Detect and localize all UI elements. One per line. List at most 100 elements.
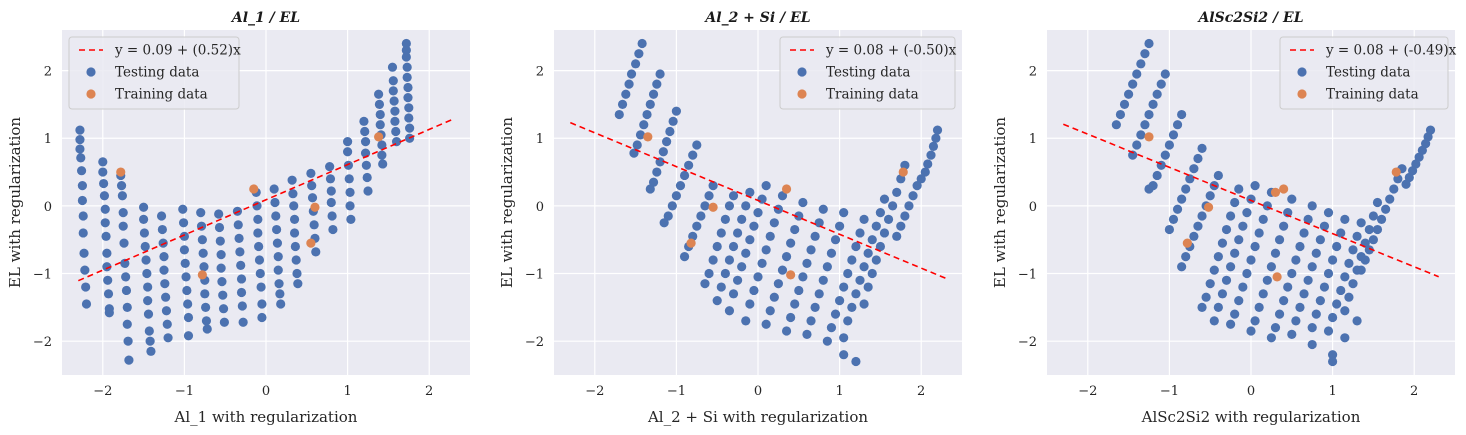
y-tick-label: 0 — [1029, 200, 1037, 215]
testing-point — [118, 208, 128, 218]
legend-series-label: Testing data — [115, 65, 199, 81]
testing-point — [255, 268, 265, 279]
testing-point — [272, 238, 283, 248]
testing-point — [401, 45, 411, 55]
testing-point — [658, 147, 668, 157]
testing-point — [1136, 130, 1146, 140]
testing-point — [275, 289, 285, 299]
testing-point — [274, 279, 284, 289]
testing-point — [1332, 241, 1342, 252]
testing-point — [839, 208, 849, 218]
testing-point — [118, 221, 128, 231]
testing-point — [307, 193, 318, 203]
testing-point — [121, 272, 131, 282]
testing-point — [728, 241, 739, 252]
testing-point — [1226, 319, 1236, 329]
testing-point — [668, 116, 678, 126]
testing-point — [401, 52, 411, 62]
x-tick-label: 2 — [917, 384, 925, 399]
testing-point — [814, 218, 824, 228]
testing-point — [1230, 309, 1240, 319]
testing-point — [1221, 275, 1232, 285]
testing-point — [818, 204, 828, 214]
testing-point — [390, 106, 400, 116]
testing-point — [101, 231, 111, 241]
testing-point — [1148, 99, 1158, 110]
testing-point — [290, 241, 300, 252]
testing-point — [1238, 221, 1248, 231]
testing-point — [178, 204, 188, 214]
testing-point — [1283, 282, 1293, 292]
testing-point — [1319, 221, 1330, 231]
testing-point — [1193, 221, 1203, 231]
y-axis-label: EL with regularization — [991, 117, 1009, 288]
testing-point — [716, 228, 726, 238]
testing-point — [289, 201, 299, 211]
testing-point — [1250, 241, 1260, 252]
testing-point — [159, 265, 169, 275]
testing-point — [892, 187, 902, 197]
testing-point — [1197, 302, 1207, 312]
x-tick-label: 2 — [1410, 384, 1418, 399]
testing-point — [667, 201, 677, 211]
testing-point — [663, 211, 673, 221]
testing-point — [1144, 38, 1154, 49]
training-point — [708, 202, 718, 212]
testing-point — [786, 238, 796, 248]
chart-title: Al_1 / EL — [230, 10, 300, 26]
testing-point — [1177, 262, 1187, 272]
testing-point — [757, 194, 767, 204]
testing-point — [679, 252, 690, 262]
testing-point — [835, 295, 845, 306]
testing-point — [863, 248, 873, 258]
testing-point — [1132, 140, 1142, 150]
testing-point — [822, 262, 832, 272]
testing-point — [1128, 150, 1138, 160]
testing-point — [867, 268, 877, 279]
testing-point — [1340, 306, 1350, 316]
testing-point — [1336, 228, 1346, 238]
testing-point — [269, 184, 279, 194]
testing-point — [867, 235, 877, 245]
testing-point — [1242, 208, 1252, 218]
testing-point — [1168, 130, 1179, 140]
y-axis-label: EL with regularization — [6, 117, 24, 288]
testing-point — [99, 178, 109, 189]
testing-point — [378, 159, 388, 169]
testing-point — [179, 245, 189, 255]
testing-point — [233, 220, 243, 230]
testing-point — [1323, 208, 1334, 218]
testing-point — [692, 221, 702, 231]
testing-point — [794, 285, 804, 296]
testing-point — [652, 79, 662, 89]
testing-point — [161, 292, 171, 302]
testing-point — [1303, 214, 1313, 225]
testing-point — [1315, 235, 1325, 245]
testing-point — [1177, 109, 1187, 120]
testing-point — [1258, 289, 1268, 299]
testing-point — [1291, 316, 1301, 326]
testing-point — [117, 191, 127, 201]
legend-box — [779, 36, 956, 110]
training-point — [1391, 167, 1401, 177]
testing-point — [802, 329, 812, 340]
testing-point — [1364, 224, 1374, 235]
testing-point — [1193, 153, 1203, 164]
testing-point — [257, 312, 267, 323]
testing-point — [720, 268, 730, 279]
testing-point — [728, 191, 739, 201]
testing-point — [119, 238, 129, 248]
testing-point — [161, 306, 172, 316]
testing-point — [1128, 79, 1138, 89]
training-point — [1144, 132, 1154, 142]
testing-point — [900, 211, 910, 221]
y-tick-label: 1 — [1029, 132, 1037, 147]
testing-point — [160, 279, 170, 289]
testing-point — [326, 197, 336, 208]
series-training-data — [1144, 132, 1401, 282]
testing-point — [292, 268, 302, 279]
testing-point — [1340, 333, 1350, 343]
x-tick-label: −1 — [1160, 384, 1179, 399]
testing-point — [1315, 295, 1325, 306]
testing-point — [343, 160, 354, 170]
